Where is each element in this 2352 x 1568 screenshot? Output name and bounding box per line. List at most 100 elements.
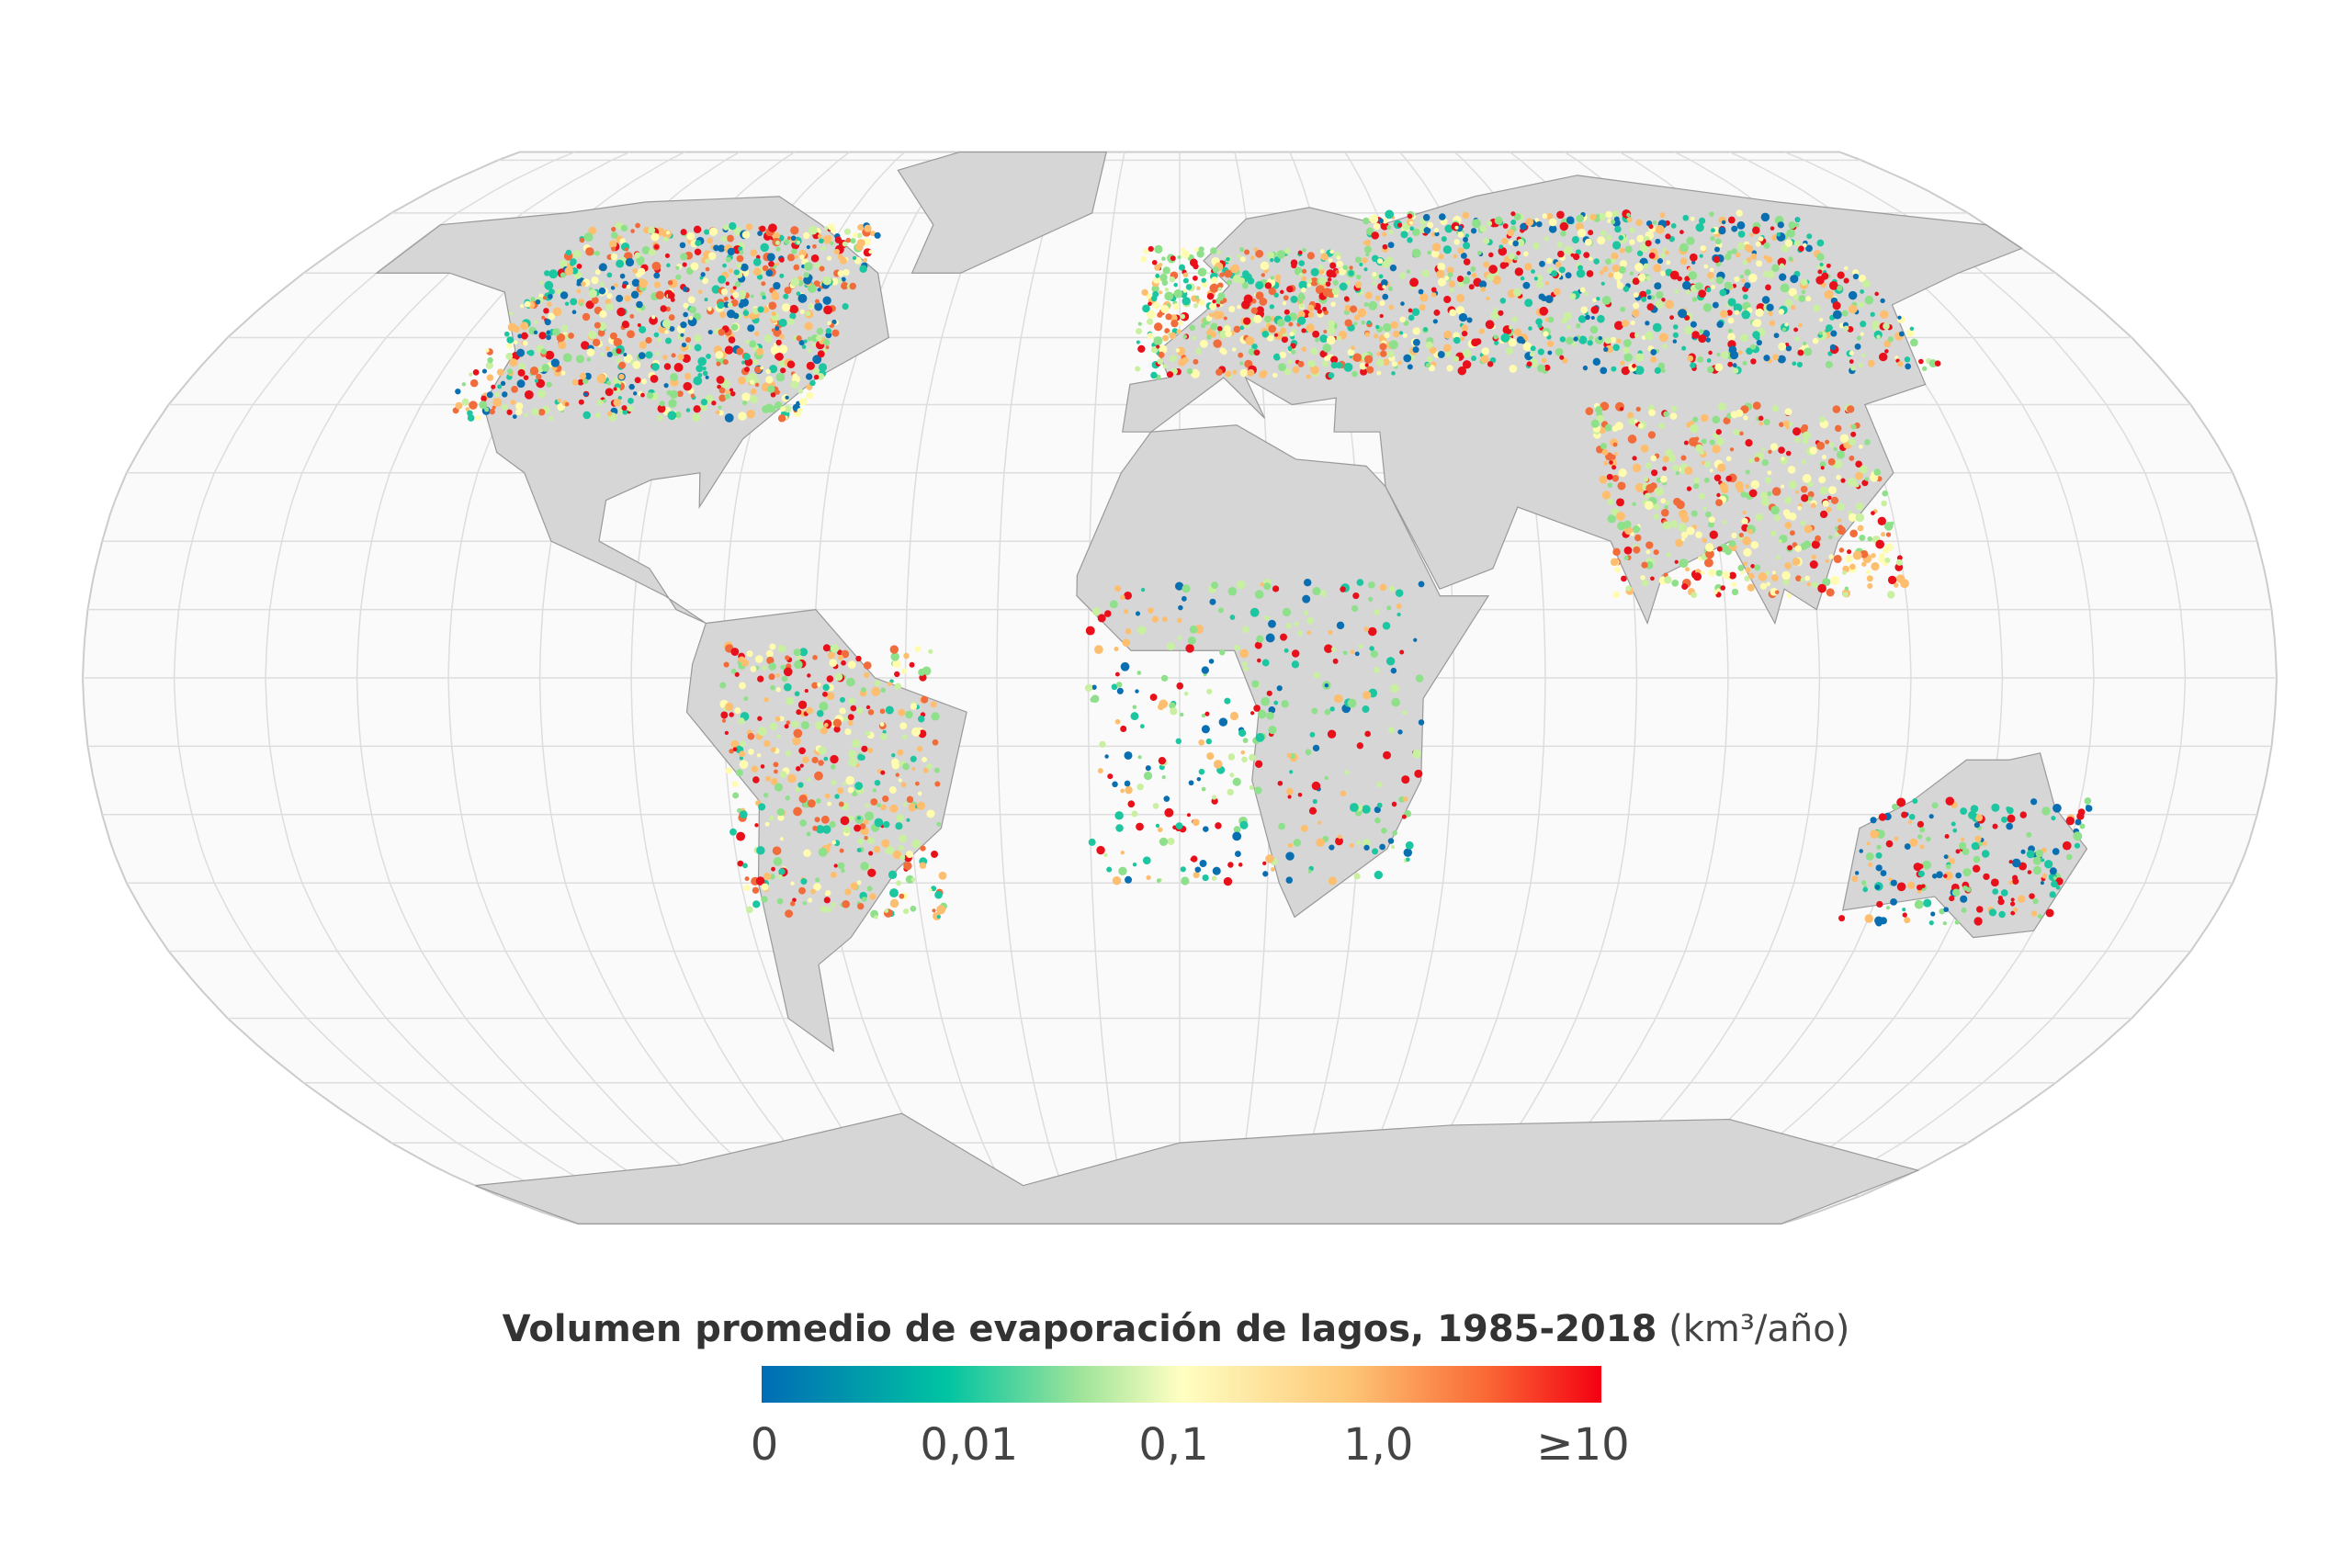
- lake-dot: [894, 671, 900, 678]
- lake-dot: [1385, 209, 1395, 220]
- lake-dot: [1648, 224, 1654, 230]
- lake-dot: [1254, 641, 1262, 649]
- lake-dot: [1851, 875, 1859, 883]
- lake-dot: [1283, 336, 1287, 342]
- lake-dot: [1844, 586, 1849, 591]
- lake-dot: [1885, 906, 1891, 910]
- lake-dot: [763, 696, 769, 703]
- lake-dot: [1268, 619, 1276, 628]
- lake-dot: [1338, 834, 1342, 840]
- lake-dot: [1747, 572, 1755, 580]
- lake-dot: [1284, 248, 1291, 254]
- lake-dot: [1665, 233, 1671, 240]
- lake-dot: [1897, 315, 1902, 320]
- lake-dot: [1276, 250, 1285, 259]
- lake-dot: [826, 255, 832, 261]
- lake-dot: [1430, 287, 1437, 293]
- lake-dot: [1653, 513, 1660, 520]
- lake-dot: [932, 739, 939, 746]
- lake-dot: [1386, 350, 1395, 358]
- lake-dot: [1946, 863, 1951, 870]
- lake-dot: [513, 340, 518, 345]
- meridian: [1730, 151, 2187, 1224]
- lake-dot: [1373, 222, 1381, 231]
- lake-dot: [1125, 875, 1133, 884]
- lake-dot: [717, 301, 725, 310]
- lake-dot: [1232, 831, 1242, 841]
- lake-dot: [1449, 309, 1457, 317]
- lake-dot: [1650, 455, 1657, 462]
- lake-dot: [1778, 309, 1785, 315]
- lake-dot: [1904, 843, 1911, 850]
- lake-dot: [1646, 303, 1655, 311]
- lake-dot: [1646, 295, 1652, 300]
- lake-dot: [1949, 896, 1955, 902]
- lake-dot: [1402, 710, 1408, 716]
- lake-dot: [1170, 319, 1179, 328]
- lake-dot: [874, 818, 884, 828]
- lake-dot: [1350, 305, 1358, 313]
- lake-dot: [1896, 555, 1903, 561]
- lake-dot: [1774, 590, 1780, 594]
- lake-dot: [1832, 405, 1841, 413]
- lake-dot: [779, 837, 784, 841]
- lake-dot: [1768, 449, 1772, 455]
- lake-dot: [1238, 352, 1244, 358]
- lake-dot: [1763, 355, 1770, 362]
- lake-dot: [1878, 813, 1887, 821]
- lake-dot: [1654, 367, 1661, 375]
- lake-dot: [1717, 463, 1726, 472]
- lake-dot: [819, 265, 825, 272]
- lake-dot: [1895, 558, 1903, 566]
- lake-dot: [730, 648, 740, 656]
- lake-dot: [682, 354, 691, 364]
- lake-dot: [720, 711, 729, 719]
- lake-dot: [1674, 288, 1679, 294]
- lake-dot: [1436, 269, 1445, 278]
- lake-dot: [1860, 321, 1867, 328]
- lake-dot: [1884, 557, 1891, 563]
- lake-dot: [1163, 795, 1170, 802]
- lake-dot: [517, 409, 523, 414]
- lake-dot: [822, 683, 830, 692]
- lake-dot: [492, 405, 496, 410]
- lake-dot: [784, 724, 789, 729]
- lake-dot: [1140, 255, 1148, 263]
- lake-dot: [1504, 262, 1510, 267]
- lake-dot: [890, 652, 899, 661]
- land-greenland: [897, 151, 1107, 274]
- lake-dot: [1198, 768, 1205, 775]
- lake-dot: [1607, 498, 1614, 505]
- lake-dot: [616, 259, 625, 268]
- lake-dot: [1777, 355, 1786, 364]
- lake-dot: [901, 734, 908, 740]
- lake-dot: [465, 407, 470, 412]
- lake-dot: [1177, 254, 1182, 260]
- lake-dot: [689, 306, 697, 314]
- lake-dot: [1983, 873, 1990, 881]
- lake-dot: [1761, 497, 1770, 506]
- lake-dot: [1354, 651, 1360, 657]
- lake-dot: [1848, 290, 1858, 300]
- lake-dot: [1680, 531, 1689, 539]
- lake-dot: [1499, 298, 1507, 304]
- lake-dot: [839, 707, 846, 715]
- lake-dot: [1548, 225, 1557, 233]
- lake-dot: [775, 339, 782, 346]
- lake-dot: [1731, 225, 1738, 232]
- lake-dot: [602, 399, 607, 403]
- lake-dot: [727, 302, 733, 308]
- lake-dot: [1233, 325, 1241, 333]
- lake-dot: [1362, 257, 1368, 264]
- lake-dot: [911, 727, 921, 737]
- lake-dot: [1888, 877, 1893, 882]
- lake-dot: [1714, 363, 1724, 372]
- lake-dot: [1852, 550, 1862, 560]
- lake-dot: [1180, 313, 1186, 320]
- lake-dot: [1634, 419, 1638, 423]
- lake-dot: [1790, 530, 1795, 536]
- lake-dot: [741, 392, 751, 401]
- lake-dot: [1691, 331, 1700, 339]
- lake-dot: [1825, 328, 1829, 333]
- lake-dot: [921, 695, 929, 704]
